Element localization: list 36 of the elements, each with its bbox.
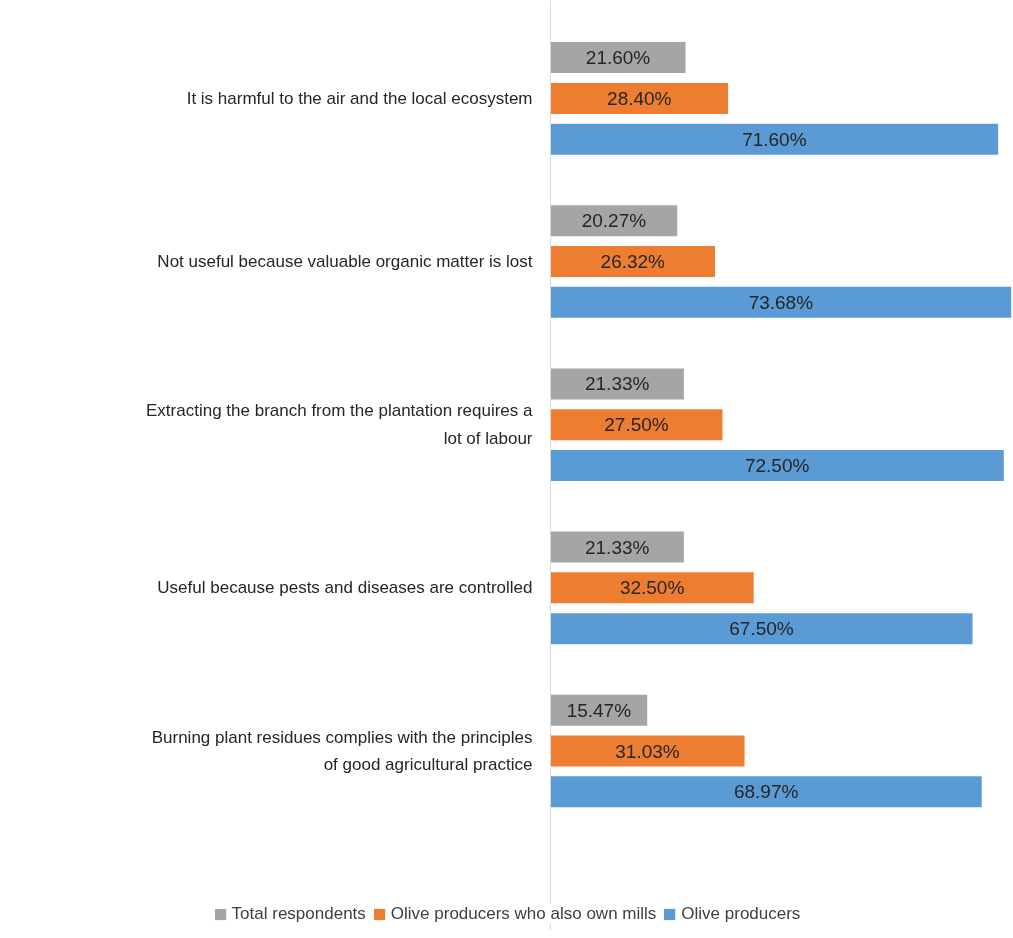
- data-label: 21.33%: [584, 536, 650, 558]
- data-label: 32.50%: [619, 577, 685, 599]
- data-label: 26.32%: [600, 251, 666, 273]
- data-label: 71.60%: [742, 128, 807, 150]
- data-label: 72.50%: [744, 455, 810, 476]
- legend-label: Total respondents: [231, 904, 366, 924]
- data-label: 15.47%: [566, 699, 632, 721]
- legend-label: Olive producers who also own mills: [390, 904, 657, 924]
- data-label: 21.60%: [585, 47, 651, 69]
- bar: [550, 735, 745, 767]
- bar: [550, 450, 1004, 481]
- bar: [550, 246, 716, 278]
- bar: [550, 776, 982, 808]
- bar: [550, 286, 1012, 318]
- data-label: 28.40%: [607, 87, 672, 109]
- bar: [550, 572, 754, 604]
- data-label: 68.97%: [733, 781, 799, 803]
- y-tick-label: Useful because pests and diseases are controlled: [157, 578, 533, 598]
- data-label: 31.03%: [615, 740, 680, 762]
- y-tick-label: Burning plant residues complies with the principles of good agricultural practice: [151, 727, 533, 775]
- y-tick-label: Extracting the branch from the plantation requires a lot of labour: [146, 401, 534, 449]
- bar: [550, 531, 684, 563]
- y-tick-label: Not useful because valuable organic matter is lost: [157, 252, 533, 272]
- data-label: 67.50%: [729, 618, 794, 640]
- bar: [550, 409, 723, 441]
- data-label: 73.68%: [748, 291, 814, 313]
- bar: [550, 123, 999, 155]
- bar: [550, 42, 686, 74]
- data-label: 21.33%: [584, 373, 650, 395]
- legend-label: Olive producers: [681, 904, 801, 924]
- bar: [550, 82, 729, 114]
- data-label: 27.50%: [604, 414, 669, 436]
- bar: [550, 613, 973, 645]
- data-label: 20.27%: [581, 210, 647, 232]
- bar: [550, 368, 684, 400]
- y-tick-label: It is harmful to the air and the local ecosystem: [186, 88, 533, 108]
